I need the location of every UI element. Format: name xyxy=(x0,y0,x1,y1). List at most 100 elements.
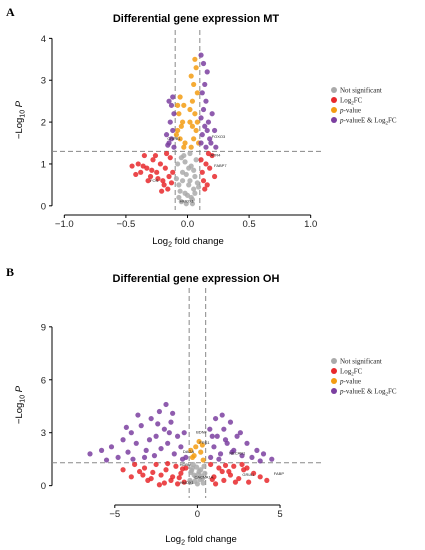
gene-label: CREB1 xyxy=(167,136,181,141)
point-log2fc xyxy=(209,476,215,483)
point-log2fc xyxy=(250,470,257,476)
point-p-valuee-log2fc xyxy=(146,437,153,443)
point-not-significant xyxy=(187,477,193,483)
point-log2fc xyxy=(140,163,146,169)
point-not-significant xyxy=(192,190,198,196)
point-p-valuee-log2fc xyxy=(156,408,163,415)
point-p-value xyxy=(188,73,194,79)
point-p-valuee-log2fc xyxy=(205,119,212,125)
gene-label: HMOX1 xyxy=(180,199,195,204)
point-p-valuee-log2fc xyxy=(211,444,217,450)
panel-b-legend: Not significant Log2FC p-value p-valueE … xyxy=(331,358,397,398)
x-tick-label: 1.0 xyxy=(304,219,317,230)
point-log2fc xyxy=(154,169,160,175)
point-not-significant xyxy=(187,150,193,157)
point-p-value xyxy=(188,144,194,150)
point-p-valuee-log2fc xyxy=(198,140,204,146)
y-tick-label: 2 xyxy=(41,118,46,129)
point-not-significant xyxy=(194,180,200,186)
point-p-valuee-log2fc xyxy=(227,419,234,425)
point-log2fc xyxy=(155,176,161,182)
point-p-valuee-log2fc xyxy=(167,119,173,125)
legend-b-swatch-not-significant xyxy=(331,358,337,364)
point-p-valuee-log2fc xyxy=(208,454,214,461)
point-log2fc xyxy=(141,465,148,471)
point-p-valuee-log2fc xyxy=(200,106,207,113)
point-p-value xyxy=(175,102,181,108)
point-p-valuee-log2fc xyxy=(135,412,141,418)
y-tick-label: 0 xyxy=(41,201,46,212)
point-not-significant xyxy=(193,157,199,163)
point-p-value xyxy=(177,94,183,100)
point-p-valuee-log2fc xyxy=(165,440,171,446)
point-not-significant xyxy=(188,469,194,476)
point-p-value xyxy=(182,140,188,146)
panel-b-points xyxy=(87,401,275,488)
point-p-valuee-log2fc xyxy=(260,451,267,457)
point-log2fc xyxy=(145,178,151,184)
point-log2fc xyxy=(205,150,212,157)
gene-label: CACNA1A xyxy=(194,474,213,479)
legend-a-p-value: p-value xyxy=(339,107,361,115)
point-log2fc xyxy=(244,465,250,471)
point-log2fc xyxy=(165,460,171,467)
legend-a-p-value-and-log2fc: p-valueE & Log2FC xyxy=(339,117,397,127)
point-not-significant xyxy=(175,161,181,167)
point-log2fc xyxy=(159,188,165,194)
point-p-valuee-log2fc xyxy=(123,424,129,431)
point-p-valuee-log2fc xyxy=(209,111,215,117)
point-log2fc xyxy=(153,461,159,468)
point-not-significant xyxy=(201,463,207,469)
point-not-significant xyxy=(191,186,197,192)
point-not-significant xyxy=(178,155,184,161)
point-p-valuee-log2fc xyxy=(203,98,209,104)
point-p-value xyxy=(192,111,198,117)
point-p-valuee-log2fc xyxy=(212,415,219,422)
point-p-valuee-log2fc xyxy=(200,60,207,67)
point-log2fc xyxy=(145,477,151,483)
legend-a-swatch-p-value-and-log2fc xyxy=(331,117,337,123)
point-p-valuee-log2fc xyxy=(216,456,222,462)
panel-a-gene-labels: FOXO3 ATR4 FABP7 HMOX1 CREB1 FOS xyxy=(150,134,227,204)
point-p-value xyxy=(200,457,206,463)
point-p-valuee-log2fc xyxy=(219,412,225,418)
point-p-valuee-log2fc xyxy=(213,144,219,150)
point-log2fc xyxy=(161,182,167,188)
panel-letter-a: A xyxy=(6,5,15,19)
gene-label: FOS xyxy=(150,178,159,183)
point-p-valuee-log2fc xyxy=(199,90,205,96)
point-p-valuee-log2fc xyxy=(244,440,250,446)
point-p-value xyxy=(189,98,196,104)
point-log2fc xyxy=(219,468,225,475)
panel-b-xlabel: Log2 fold change xyxy=(165,534,237,547)
point-p-valuee-log2fc xyxy=(168,136,175,142)
point-p-valuee-log2fc xyxy=(155,421,161,427)
point-log2fc xyxy=(152,152,159,159)
gene-label: BDNF xyxy=(196,429,207,434)
legend-a-not-significant: Not significant xyxy=(340,87,382,95)
point-p-value xyxy=(176,111,182,117)
point-log2fc xyxy=(176,475,182,481)
point-not-significant xyxy=(182,159,188,165)
point-p-valuee-log2fc xyxy=(158,445,164,452)
point-log2fc xyxy=(216,465,222,471)
point-log2fc xyxy=(181,479,187,485)
point-not-significant xyxy=(176,194,182,201)
panel-a-title: Differential gene expression MT xyxy=(113,13,280,25)
legend-b-p-value-and-log2fc: p-valueE & Log2FC xyxy=(339,388,397,398)
point-p-value xyxy=(188,447,194,453)
point-log2fc xyxy=(147,173,154,180)
legend-b-swatch-p-value xyxy=(331,378,337,384)
point-p-value xyxy=(199,442,205,448)
point-log2fc xyxy=(222,462,229,468)
point-p-valuee-log2fc xyxy=(128,430,134,436)
point-p-valuee-log2fc xyxy=(198,115,204,121)
point-log2fc xyxy=(136,468,143,475)
point-log2fc xyxy=(129,163,135,169)
point-log2fc xyxy=(135,161,141,167)
point-p-valuee-log2fc xyxy=(178,444,184,450)
point-not-significant xyxy=(173,176,180,182)
point-log2fc xyxy=(149,167,155,173)
point-not-significant xyxy=(198,467,204,473)
point-not-significant xyxy=(184,192,191,198)
